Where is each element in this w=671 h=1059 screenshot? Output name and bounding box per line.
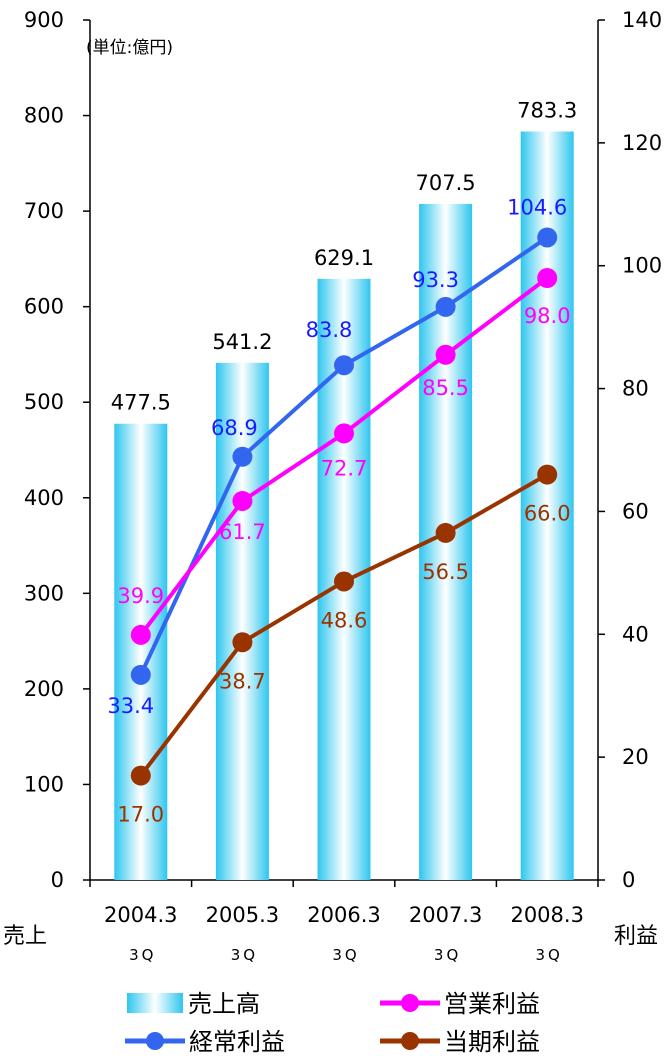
line-value-label: 61.7 (219, 520, 266, 544)
data-labels: 477.5 541.2 629.1 707.5 783.3 33.4 68.9 83.8 93.… (107, 99, 577, 827)
x-sub-label: 3Q (332, 946, 359, 964)
line-point (130, 765, 151, 786)
x-tick-label: 2004.3 (104, 903, 177, 927)
line-point (435, 296, 456, 317)
bar-value-label: 629.1 (314, 246, 374, 270)
left-tick-label: 100 (24, 772, 64, 796)
line-value-label: 33.4 (107, 694, 154, 718)
line-value-label: 17.0 (117, 803, 164, 827)
unit-label: (単位:億円) (86, 38, 173, 58)
left-tick-label: 300 (24, 581, 64, 605)
left-tick-label: 600 (24, 295, 64, 319)
legend-label: 売上高 (188, 990, 260, 1018)
x-tick-label: 2005.3 (206, 903, 279, 927)
legend-label: 当期利益 (444, 1028, 540, 1056)
bar-value-label: 541.2 (212, 330, 272, 354)
left-axis-label: 売上 (3, 924, 47, 949)
legend-swatch-bar (127, 993, 183, 1013)
right-tick-label: 40 (622, 622, 649, 646)
left-tick-label: 900 (24, 8, 64, 32)
x-tick-label: 2008.3 (510, 903, 583, 927)
x-sub-label: 3Q (434, 946, 461, 964)
line-point (130, 664, 151, 685)
line-value-label: 98.0 (524, 304, 571, 328)
line-point (232, 632, 253, 653)
left-tick-label: 500 (24, 390, 64, 414)
line-value-label: 66.0 (524, 502, 571, 526)
x-tick-label: 2007.3 (409, 903, 482, 927)
legend-swatch-marker (401, 994, 419, 1012)
legend-swatch-marker (146, 1032, 164, 1050)
bar (114, 423, 168, 880)
legend-label: 営業利益 (444, 990, 540, 1018)
line-value-label: 104.6 (507, 195, 567, 219)
line-point (130, 624, 151, 645)
bar-value-label: 707.5 (416, 171, 476, 195)
line-value-label: 85.5 (422, 376, 469, 400)
right-tick-label: 100 (622, 254, 662, 278)
line-point (537, 464, 558, 485)
line-point (537, 268, 558, 288)
left-tick-label: 200 (24, 677, 64, 701)
line-value-label: 48.6 (321, 608, 368, 632)
right-tick-label: 0 (622, 868, 635, 892)
line-value-label: 56.5 (422, 560, 469, 584)
line-value-label: 93.3 (412, 268, 459, 292)
line-point (435, 522, 456, 543)
legend-swatch-marker (401, 1032, 419, 1050)
left-tick-label: 700 (24, 199, 64, 223)
left-tick-label: 400 (24, 486, 64, 510)
bar-value-label: 783.3 (517, 99, 577, 123)
legend-label: 経常利益 (189, 1028, 285, 1056)
line-point (232, 446, 253, 467)
axes: 0 100 200 300 400 500 600 700 800 900 0 20 40 60 80 100… (24, 8, 662, 964)
line-point (334, 423, 354, 444)
line-point (537, 227, 558, 248)
line-value-label: 72.7 (321, 456, 368, 480)
x-sub-label: 3Q (231, 946, 258, 964)
line-point (435, 344, 456, 365)
line-value-label: 68.9 (211, 416, 258, 440)
line-value-label: 83.8 (306, 318, 353, 342)
line-point (232, 490, 253, 511)
left-tick-label: 0 (51, 868, 64, 892)
line-value-label: 38.7 (219, 669, 266, 693)
line-point (334, 571, 354, 592)
bars (114, 131, 574, 881)
line-point (334, 355, 354, 376)
x-sub-label: 3Q (129, 946, 156, 964)
right-tick-label: 60 (622, 499, 649, 523)
left-tick-label: 800 (24, 104, 64, 128)
bar (520, 131, 574, 881)
bar-value-label: 477.5 (111, 391, 171, 415)
right-tick-label: 140 (622, 8, 662, 32)
lines (130, 227, 558, 786)
right-tick-label: 20 (622, 745, 649, 769)
x-tick-label: 2006.3 (307, 903, 380, 927)
right-tick-label: 120 (622, 131, 662, 155)
x-sub-label: 3Q (536, 946, 563, 964)
right-axis-label: 利益 (614, 924, 658, 949)
right-tick-label: 80 (622, 377, 649, 401)
line-value-label: 39.9 (117, 584, 164, 608)
